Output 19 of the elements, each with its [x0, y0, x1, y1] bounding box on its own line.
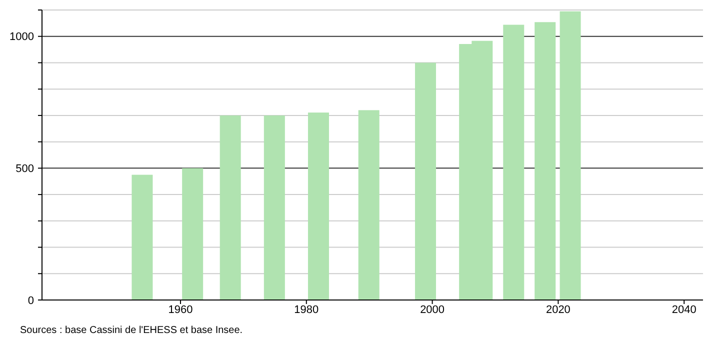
source-note: Sources : base Cassini de l'EHESS et base Insee.: [20, 325, 243, 336]
x-tick-label: 1960: [168, 304, 193, 316]
bar: [182, 168, 204, 300]
y-tick-label: 0: [28, 294, 34, 307]
bar: [358, 110, 380, 300]
bar: [264, 115, 285, 300]
bar: [220, 115, 241, 300]
x-tick-label: 1980: [294, 304, 319, 316]
bar: [308, 112, 329, 300]
bar: [415, 62, 436, 300]
bar: [503, 24, 524, 300]
x-tick-label: 2020: [546, 304, 570, 316]
y-tick-label: 1000: [10, 31, 34, 44]
x-tick-label: 2000: [420, 304, 445, 316]
x-tick-label: 2040: [672, 304, 696, 316]
bar: [560, 11, 581, 300]
bar: [132, 174, 153, 300]
bar: [534, 22, 556, 300]
y-tick-label: 500: [16, 163, 34, 176]
